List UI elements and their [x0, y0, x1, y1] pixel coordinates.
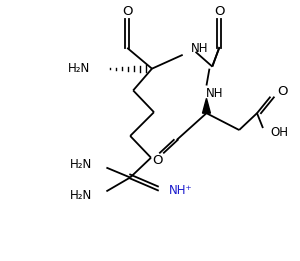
Polygon shape	[202, 98, 210, 113]
Text: O: O	[277, 85, 287, 98]
Text: NH⁺: NH⁺	[169, 184, 192, 197]
Text: O: O	[153, 154, 163, 167]
Text: O: O	[214, 5, 225, 18]
Text: H₂N: H₂N	[68, 62, 91, 75]
Text: NH: NH	[190, 42, 208, 55]
Text: O: O	[122, 5, 133, 18]
Text: H₂N: H₂N	[70, 158, 92, 171]
Text: NH: NH	[206, 87, 223, 100]
Text: H₂N: H₂N	[70, 189, 92, 202]
Text: OH: OH	[270, 127, 288, 139]
